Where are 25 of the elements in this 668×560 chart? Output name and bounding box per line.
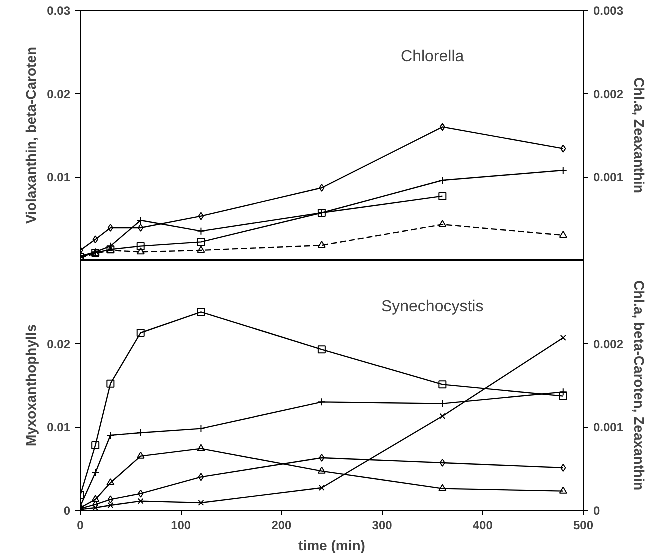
y-tick-label: 0.01 [47, 170, 71, 185]
x-tick-label: 200 [272, 518, 292, 532]
y2-tick-label: 0.002 [594, 87, 624, 102]
x-tick-label: 500 [573, 518, 594, 532]
y-axis-title: Violaxanthin, beta-Caroten [23, 46, 40, 224]
x-tick-label: 0 [77, 518, 84, 532]
y2-tick-label: 0 [594, 504, 600, 518]
y-axis-title: Myxoxanthophylls [23, 324, 40, 447]
y2-tick-label: 0.002 [594, 337, 624, 352]
x-tick-label: 100 [171, 518, 192, 532]
x-axis-title: time (min) [298, 538, 366, 554]
y-tick-label: 0.01 [47, 420, 71, 435]
y2-axis-title: Chl.a, beta-Caroten, Zeaxanthin [632, 280, 648, 491]
y2-tick-label: 0.001 [594, 420, 624, 435]
y2-tick-label: 0.001 [594, 170, 624, 185]
y-tick-label: 0.03 [47, 4, 71, 18]
annotation: Synechocystis [381, 298, 484, 316]
x-tick-label: 300 [372, 518, 393, 532]
annotation: Chlorella [401, 48, 464, 66]
y2-tick-label: 0.003 [594, 4, 624, 18]
y-tick-label: 0 [64, 504, 71, 518]
y2-axis-title: Chl.a, Zeaxanthin [632, 78, 648, 194]
y-tick-label: 0.02 [47, 337, 71, 352]
y-tick-label: 0.02 [47, 87, 71, 102]
x-tick-label: 400 [472, 518, 494, 532]
